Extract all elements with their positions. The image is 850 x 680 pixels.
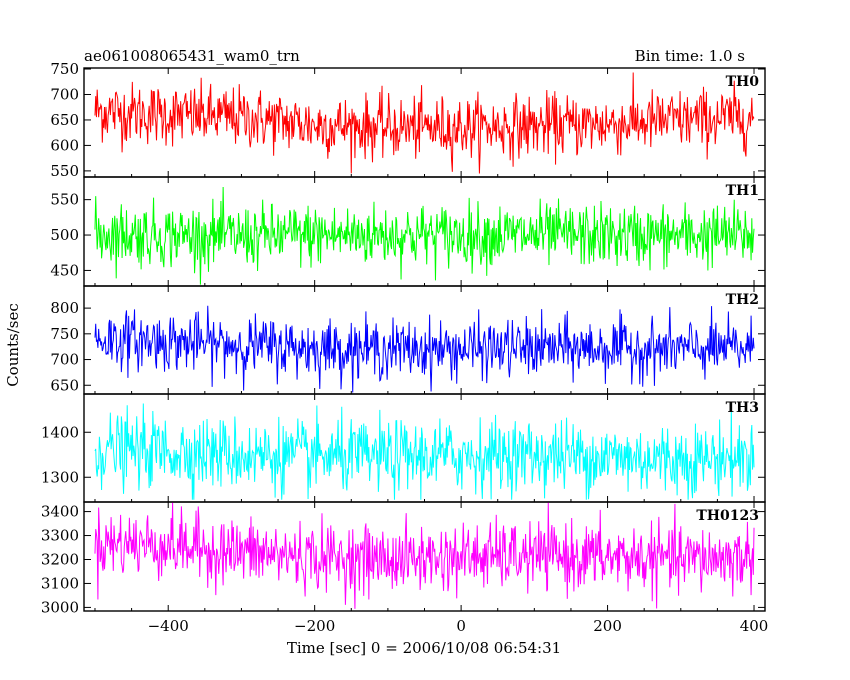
panel-th0: 550 600 650 700 750 TH0 bbox=[50, 60, 766, 180]
panel-th3: 1300 1400 TH3 bbox=[41, 393, 766, 503]
y-tick-label: 3300 bbox=[41, 527, 79, 545]
x-tick-label: 400 bbox=[740, 617, 769, 635]
light-curve-panels: 550 600 650 700 750 TH0 450 500 550 TH1 650 700 750 8… bbox=[41, 60, 769, 635]
y-axis-label: Counts/sec bbox=[4, 303, 22, 387]
x-tick-label: 0 bbox=[456, 617, 466, 635]
y-tick-label: 3000 bbox=[41, 598, 79, 616]
channel-label: TH3 bbox=[726, 400, 759, 416]
series-line-th3 bbox=[94, 403, 755, 500]
y-tick-label: 500 bbox=[50, 226, 79, 244]
panel-th1: 450 500 550 TH1 bbox=[50, 176, 766, 287]
x-tick-label: −400 bbox=[148, 617, 189, 635]
y-tick-label: 3200 bbox=[41, 550, 79, 568]
channel-label: TH1 bbox=[726, 183, 759, 199]
y-tick-label: 700 bbox=[50, 85, 79, 103]
chart-title: ae061008065431_wam0_trn bbox=[84, 47, 300, 65]
y-tick-label: 550 bbox=[50, 191, 79, 209]
series-line-th0 bbox=[94, 72, 755, 174]
y-tick-label: 800 bbox=[50, 299, 79, 317]
y-tick-label: 1300 bbox=[41, 468, 79, 486]
series-line-th2 bbox=[94, 305, 755, 393]
series-line-th1 bbox=[94, 186, 755, 285]
channel-label: TH0 bbox=[726, 74, 760, 90]
y-tick-label: 650 bbox=[50, 376, 79, 394]
x-axis-label: Time [sec] 0 = 2006/10/08 06:54:31 bbox=[287, 639, 561, 657]
panel-th2: 650 700 750 800 TH2 bbox=[50, 285, 766, 395]
y-tick-label: 750 bbox=[50, 325, 79, 343]
panel-th0123: 3000 3100 3200 3300 3400 TH0123 bbox=[41, 501, 766, 616]
y-tick-label: 650 bbox=[50, 111, 79, 129]
y-tick-label: 750 bbox=[50, 60, 79, 78]
channel-label: TH2 bbox=[726, 292, 759, 308]
channel-label: TH0123 bbox=[696, 508, 759, 524]
y-tick-label: 600 bbox=[50, 136, 79, 154]
y-tick-label: 450 bbox=[50, 261, 79, 279]
y-tick-label: 700 bbox=[50, 351, 79, 369]
series-line-th0123 bbox=[94, 502, 755, 609]
x-tick-label: 200 bbox=[593, 617, 622, 635]
y-tick-label: 550 bbox=[50, 162, 79, 180]
x-tick-label: −200 bbox=[294, 617, 335, 635]
bin-time-label: Bin time: 1.0 s bbox=[635, 47, 745, 65]
y-tick-label: 3400 bbox=[41, 503, 79, 521]
y-tick-label: 3100 bbox=[41, 574, 79, 592]
y-tick-label: 1400 bbox=[41, 423, 79, 441]
